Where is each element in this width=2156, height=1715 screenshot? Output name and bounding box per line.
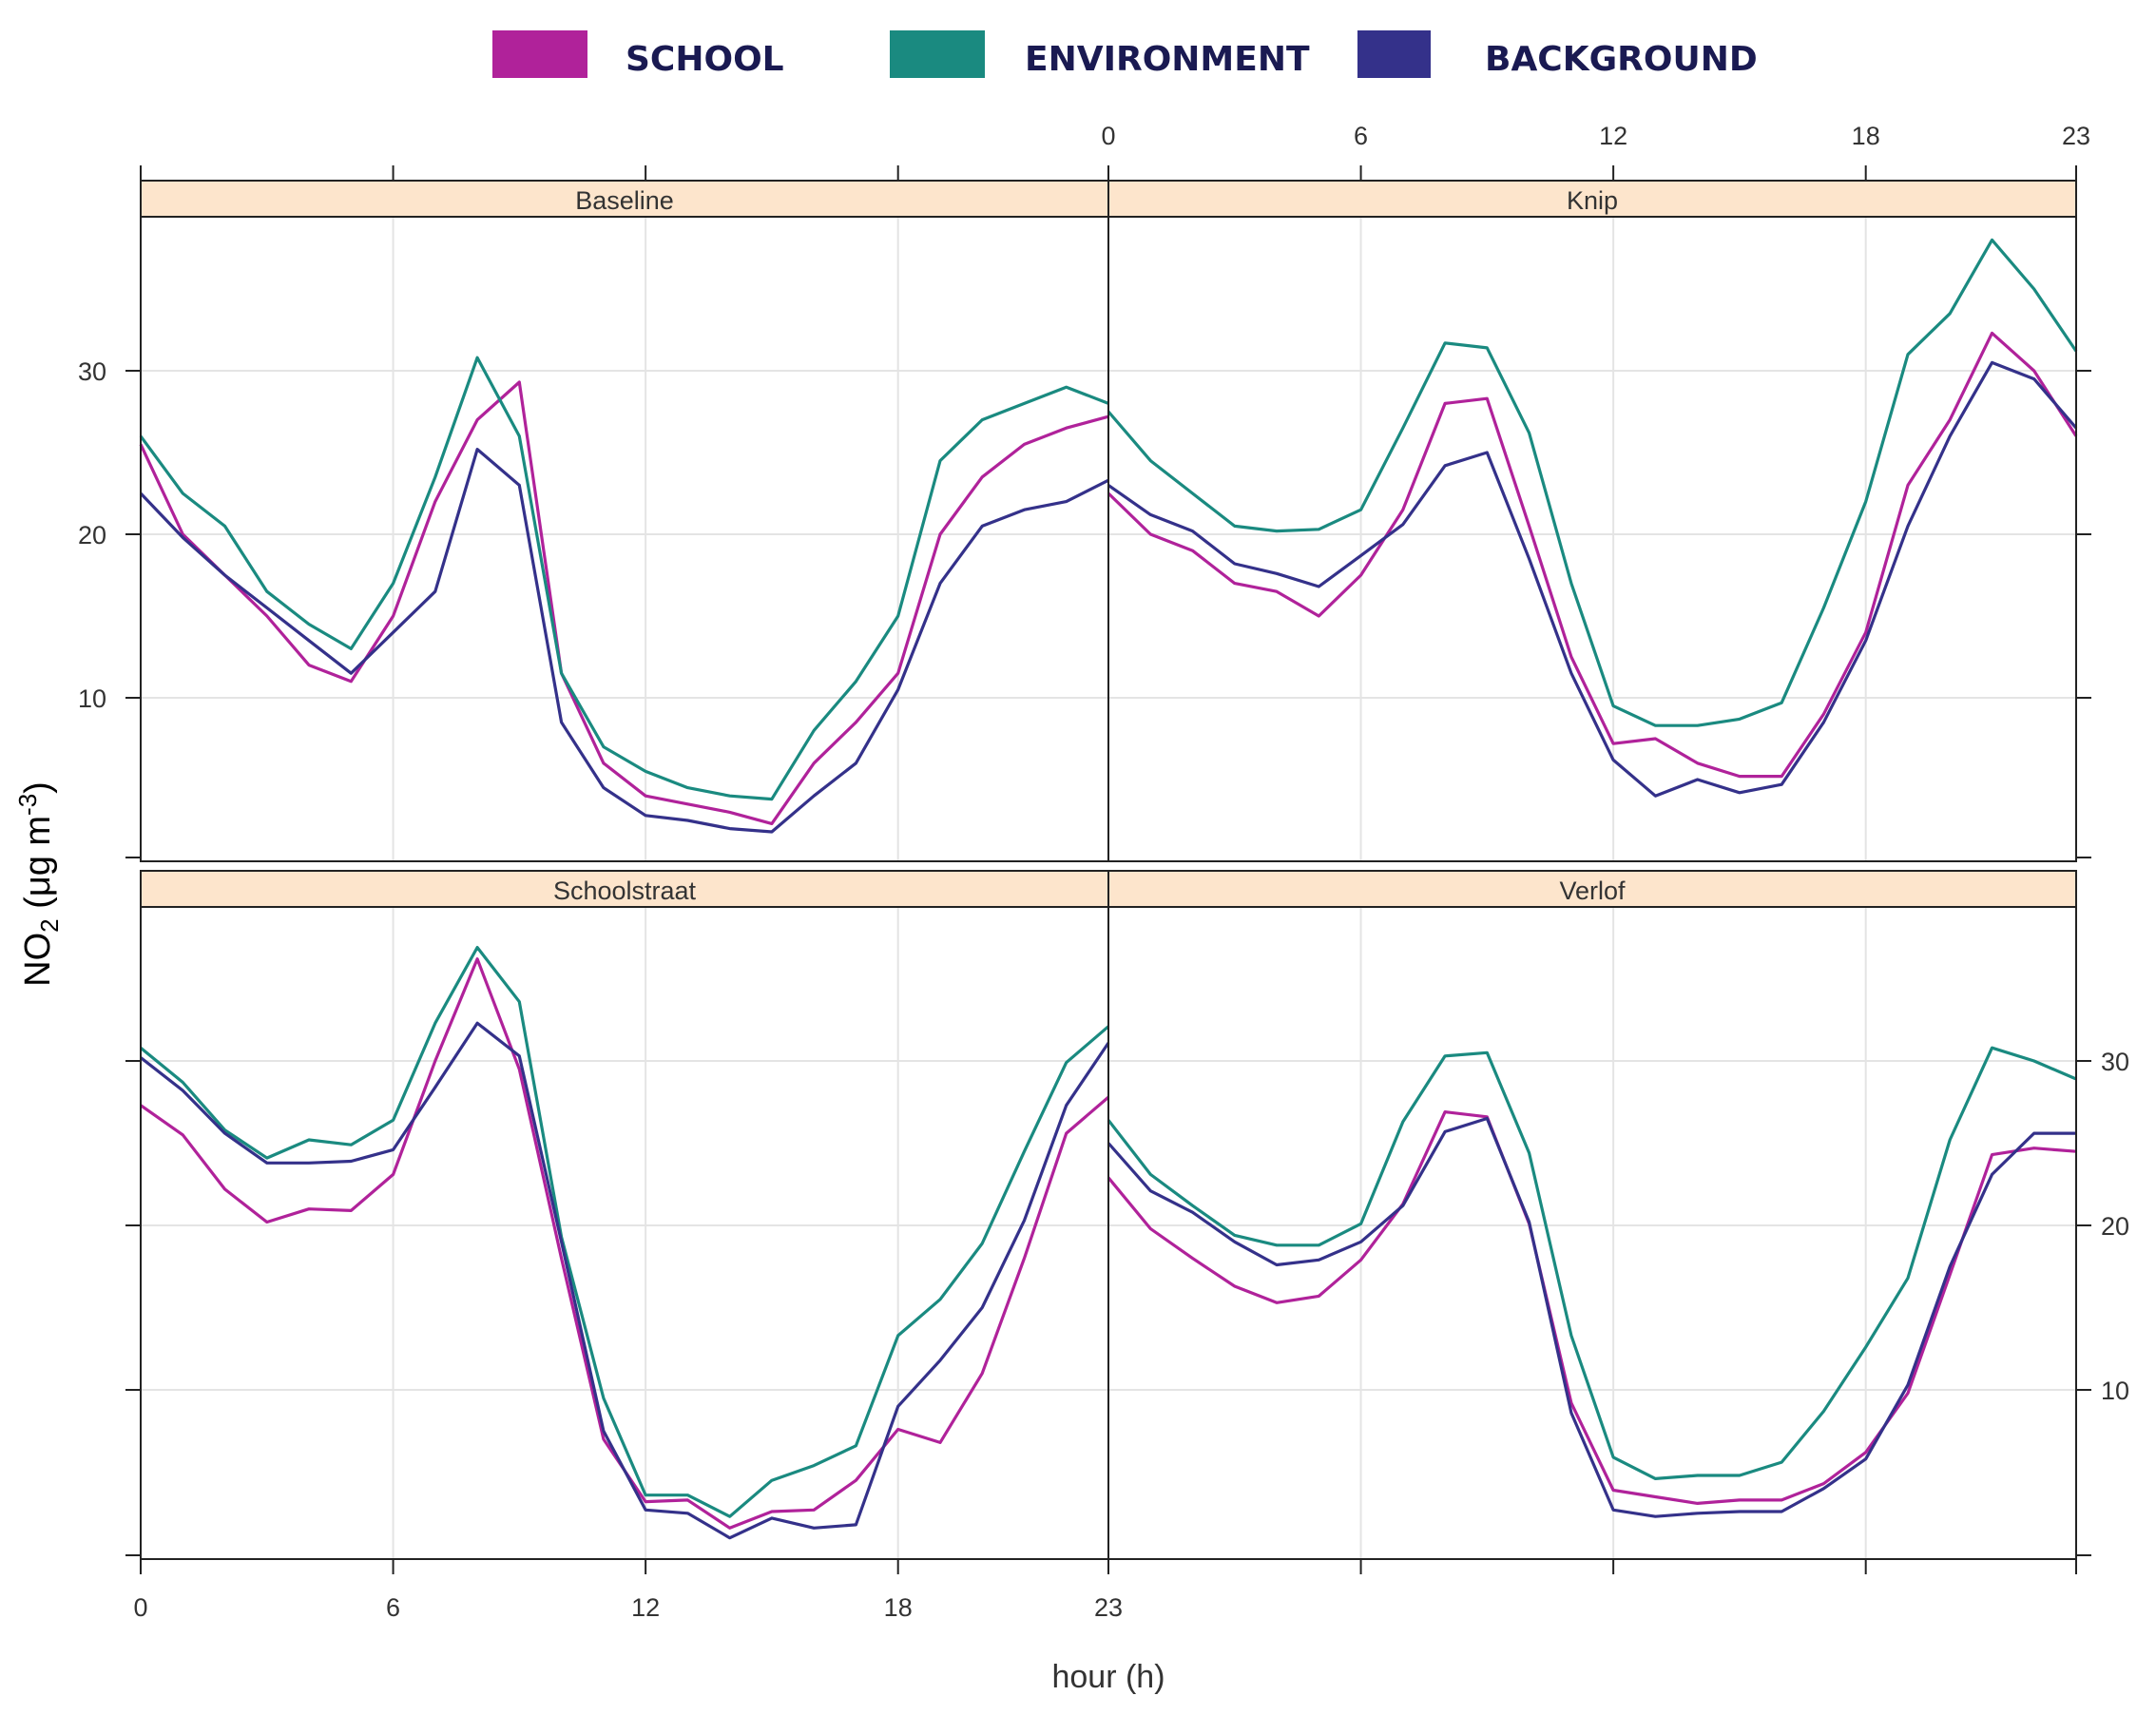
x-tick-label-bottom-18: 18: [884, 1593, 913, 1622]
series-line-schoolstraat-background: [140, 1021, 1110, 1540]
x-tick-label-top-23: 23: [2062, 122, 2090, 150]
y-axis-title-main: NO: [18, 933, 58, 987]
axes: 0 6 12 18 23 0 6 12 18 23 10 20 30 10 20 30: [78, 122, 2129, 1622]
legend-label-background: BACKGROUND: [1485, 40, 1758, 79]
x-tick-label-top-12: 12: [1599, 122, 1627, 150]
x-tick-label-top-0: 0: [1101, 122, 1115, 150]
y-tick-label-right-20: 20: [2101, 1212, 2129, 1241]
legend-label-environment: ENVIRONMENT: [1025, 40, 1310, 79]
y-axis-title-sub: 2: [35, 918, 64, 932]
x-tick-label-top-18: 18: [1852, 122, 1880, 150]
series-line-knip-background: [1107, 360, 2078, 798]
legend-swatch-environment: [890, 30, 985, 78]
panel-schoolstraat: Schoolstraat: [139, 870, 1110, 1560]
series-line-verlof-school: [1107, 1109, 2077, 1506]
x-tick-label-bottom-6: 6: [386, 1593, 400, 1622]
strip-verlof: [1107, 870, 2077, 908]
y-axis-title: NO2 (μg m-3): [13, 781, 64, 987]
y-axis-title-units: (μg m: [18, 816, 58, 918]
strip-baseline: [140, 180, 1109, 218]
series-line-verlof-environment: [1107, 1046, 2077, 1481]
panel-baseline: Baseline: [139, 180, 1109, 862]
series-line-schoolstraat-school: [140, 957, 1110, 1530]
series-line-baseline-environment: [139, 356, 1109, 801]
strip-label-knip: Knip: [1567, 186, 1618, 215]
legend-swatch-school: [492, 30, 587, 78]
y-tick-label-right-10: 10: [2101, 1377, 2129, 1405]
series-line-knip-environment: [1107, 238, 2078, 727]
y-tick-label-left-30: 30: [78, 357, 106, 386]
x-tick-label-top-6: 6: [1354, 122, 1368, 150]
x-tick-label-bottom-23: 23: [1094, 1593, 1123, 1622]
series-line-knip-school: [1107, 331, 2078, 779]
strip-schoolstraat: [140, 870, 1109, 908]
x-axis-title: hour (h): [1051, 1659, 1165, 1695]
panel-knip: Knip: [1107, 180, 2078, 862]
y-axis-title-units-sup: -3: [13, 794, 42, 816]
series-line-baseline-school: [139, 380, 1109, 826]
panels: Baseline Knip Schoolstraat Verlof: [139, 180, 2078, 1560]
y-axis-title-units-close: ): [18, 781, 58, 794]
x-tick-label-bottom-0: 0: [133, 1593, 147, 1622]
y-tick-label-left-20: 20: [78, 521, 106, 549]
series-line-schoolstraat-environment: [139, 945, 1110, 1518]
panel-frame-baseline: [140, 216, 1109, 862]
strip-label-schoolstraat: Schoolstraat: [553, 877, 697, 905]
legend-label-school: SCHOOL: [626, 40, 784, 79]
strip-knip: [1107, 180, 2077, 218]
y-tick-label-left-10: 10: [78, 684, 106, 713]
x-tick-label-bottom-12: 12: [631, 1593, 660, 1622]
legend-swatch-background: [1357, 30, 1431, 78]
panel-frame-schoolstraat: [140, 906, 1109, 1560]
panel-frame-knip: [1107, 216, 2077, 862]
series-line-verlof-background: [1107, 1116, 2076, 1518]
strip-label-verlof: Verlof: [1559, 877, 1626, 905]
strip-label-baseline: Baseline: [575, 186, 674, 215]
series-line-baseline-background: [139, 448, 1109, 834]
y-tick-label-right-30: 30: [2101, 1048, 2129, 1076]
legend: SCHOOL ENVIRONMENT BACKGROUND: [492, 30, 1758, 79]
panel-verlof: Verlof: [1107, 870, 2077, 1560]
